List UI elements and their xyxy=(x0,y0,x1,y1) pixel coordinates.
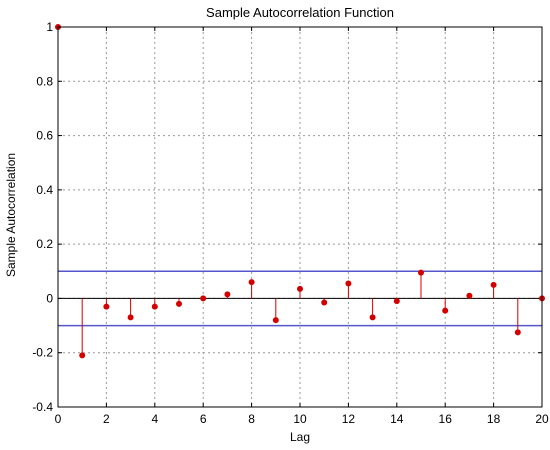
stem-marker xyxy=(127,314,134,321)
stem-marker xyxy=(442,307,449,314)
stem-marker xyxy=(369,314,376,321)
y-tick-label: 1 xyxy=(46,20,53,34)
y-tick-label: 0.6 xyxy=(36,129,53,143)
stem-marker xyxy=(345,280,352,287)
y-tick-label: 0.8 xyxy=(36,74,53,88)
chart-title: Sample Autocorrelation Function xyxy=(206,5,394,20)
stem-marker xyxy=(466,292,473,299)
stem-marker xyxy=(272,317,279,324)
y-tick-label: 0.4 xyxy=(36,183,53,197)
x-tick-label: 20 xyxy=(535,412,549,426)
stem-marker xyxy=(103,303,110,310)
stem-marker xyxy=(79,352,86,359)
stem-marker xyxy=(151,303,158,310)
x-tick-label: 2 xyxy=(103,412,110,426)
y-tick-label: 0.2 xyxy=(36,237,53,251)
stem-marker xyxy=(490,281,497,288)
x-tick-label: 4 xyxy=(151,412,158,426)
x-tick-label: 18 xyxy=(487,412,501,426)
y-tick-label: -0.2 xyxy=(32,346,53,360)
x-tick-label: 12 xyxy=(342,412,356,426)
x-tick-label: 8 xyxy=(248,412,255,426)
stem-marker xyxy=(514,329,521,336)
grid-lines xyxy=(57,26,543,408)
stem-marker xyxy=(200,295,207,302)
confidence-bounds xyxy=(58,270,542,327)
stem-marker xyxy=(418,269,424,276)
x-tick-label: 16 xyxy=(439,412,453,426)
stem-marker xyxy=(297,285,303,292)
stem-marker xyxy=(393,298,400,305)
x-tick-label: 14 xyxy=(390,412,404,426)
y-tick-labels: -0.4 -0.2 0 0.2 0.4 0.6 0.8 1 xyxy=(32,20,53,414)
stem-marker xyxy=(248,279,255,286)
stem-marker xyxy=(176,300,182,307)
y-axis-label: Sample Autocorrelation xyxy=(4,153,18,277)
plot-frame xyxy=(57,26,543,408)
stem-marker xyxy=(321,299,328,306)
x-tick-label: 6 xyxy=(200,412,207,426)
x-tick-labels: 0 2 4 6 8 10 12 14 16 18 20 xyxy=(55,412,549,426)
x-tick-label: 10 xyxy=(293,412,307,426)
x-tick-label: 0 xyxy=(55,412,62,426)
y-tick-label: -0.4 xyxy=(32,400,53,414)
y-tick-label: 0 xyxy=(46,291,53,305)
x-axis-label: Lag xyxy=(290,430,310,444)
stem-marker xyxy=(224,291,231,298)
